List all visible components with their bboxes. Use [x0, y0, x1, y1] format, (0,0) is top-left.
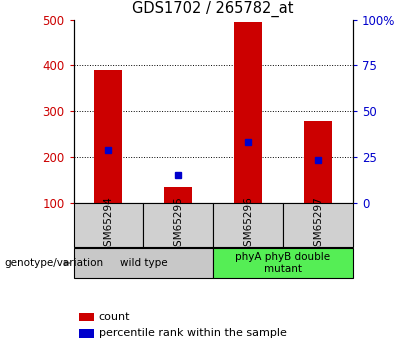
Bar [213, 203, 283, 247]
Bar [79, 313, 94, 322]
Bar [94, 70, 122, 203]
Bar [164, 187, 192, 203]
Text: percentile rank within the sample: percentile rank within the sample [99, 328, 286, 338]
Text: phyA phyB double
mutant: phyA phyB double mutant [236, 252, 331, 274]
Bar [74, 248, 213, 278]
Title: GDS1702 / 265782_at: GDS1702 / 265782_at [132, 1, 294, 17]
Bar [234, 22, 262, 203]
Bar [283, 203, 353, 247]
Text: genotype/variation: genotype/variation [4, 258, 103, 268]
Bar [143, 203, 213, 247]
Bar [304, 121, 332, 203]
Bar [74, 203, 143, 247]
Text: GSM65297: GSM65297 [313, 197, 323, 253]
Bar [79, 329, 94, 338]
Text: wild type: wild type [120, 258, 167, 268]
Text: count: count [99, 312, 130, 322]
Bar [213, 248, 353, 278]
Text: GSM65294: GSM65294 [103, 197, 113, 253]
Text: GSM65296: GSM65296 [243, 197, 253, 253]
Text: GSM65295: GSM65295 [173, 197, 183, 253]
